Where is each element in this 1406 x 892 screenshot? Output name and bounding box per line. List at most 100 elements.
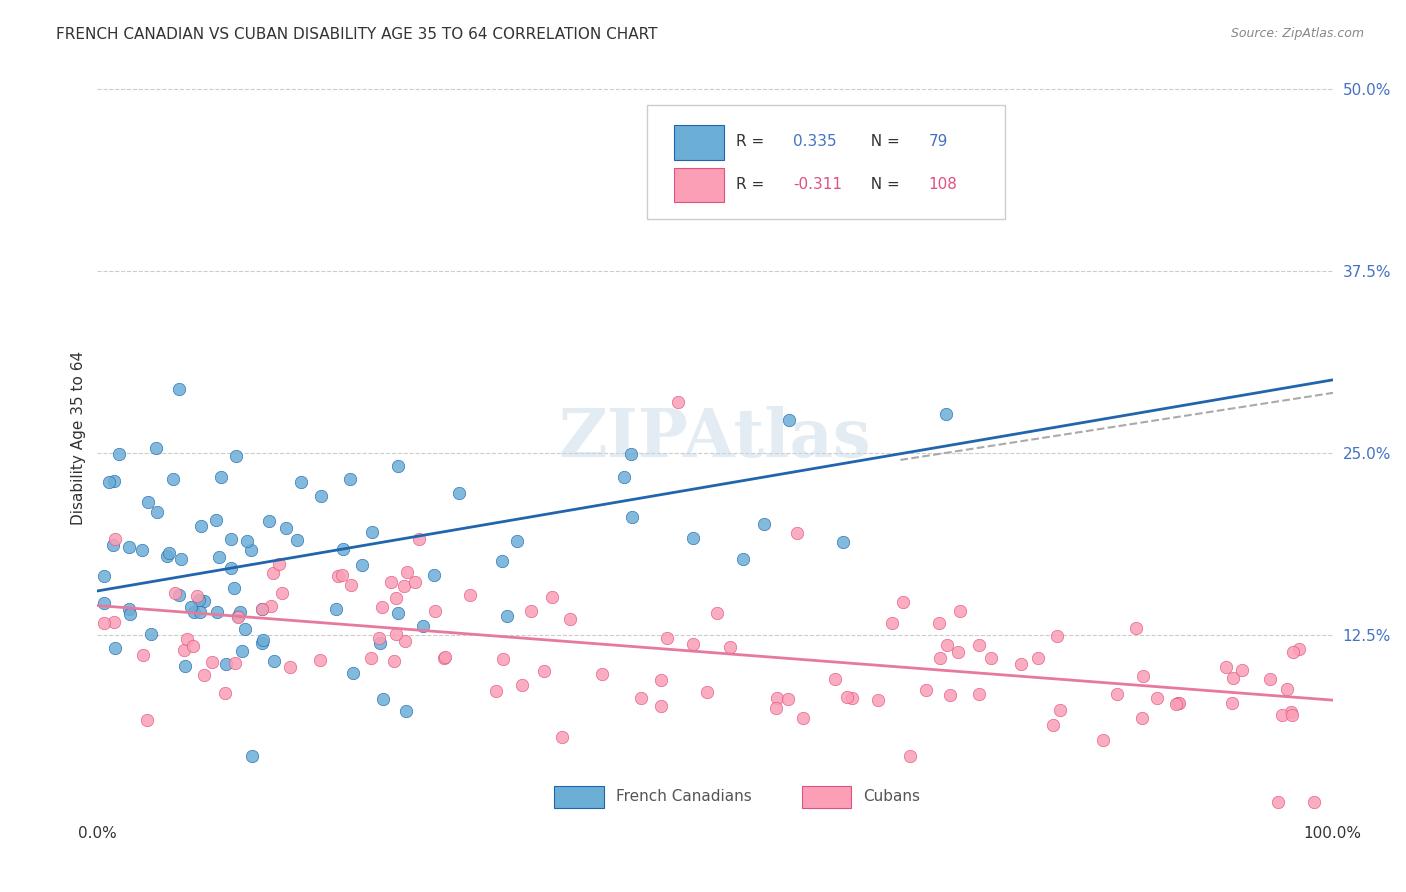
- Text: N =: N =: [860, 177, 904, 192]
- Point: [491, 652, 513, 666]
- FancyBboxPatch shape: [554, 787, 603, 807]
- Point: [384, 591, 406, 605]
- Point: [1010, 657, 1032, 672]
- Point: [650, 673, 672, 688]
- Point: [928, 615, 950, 630]
- Point: [208, 549, 231, 564]
- Point: [328, 568, 350, 582]
- Point: [136, 495, 159, 509]
- Point: [935, 407, 957, 421]
- Point: [1303, 795, 1326, 809]
- Point: [201, 656, 224, 670]
- Point: [1281, 645, 1303, 659]
- Point: [368, 631, 391, 645]
- Point: [342, 665, 364, 680]
- Point: [270, 586, 292, 600]
- Point: [180, 600, 202, 615]
- Point: [1288, 642, 1310, 657]
- Point: [205, 605, 228, 619]
- Point: [731, 552, 754, 566]
- Point: [98, 475, 121, 490]
- Point: [765, 701, 787, 715]
- Point: [395, 704, 418, 718]
- Point: [170, 552, 193, 566]
- Point: [103, 615, 125, 629]
- Text: 0.335: 0.335: [793, 134, 837, 149]
- Point: [204, 513, 226, 527]
- Point: [290, 475, 312, 489]
- Point: [778, 413, 800, 427]
- Point: [231, 644, 253, 658]
- Text: Source: ZipAtlas.com: Source: ZipAtlas.com: [1230, 27, 1364, 40]
- Point: [939, 688, 962, 702]
- Point: [145, 441, 167, 455]
- Point: [173, 658, 195, 673]
- Point: [831, 535, 853, 549]
- Point: [935, 638, 957, 652]
- Point: [132, 648, 155, 662]
- Point: [682, 531, 704, 545]
- Point: [967, 687, 990, 701]
- Point: [380, 574, 402, 589]
- Point: [259, 514, 281, 528]
- Point: [948, 644, 970, 658]
- Point: [222, 582, 245, 596]
- Point: [396, 565, 419, 579]
- Point: [373, 691, 395, 706]
- Point: [485, 683, 508, 698]
- Text: Cubans: Cubans: [863, 789, 921, 805]
- Point: [696, 684, 718, 698]
- Point: [187, 592, 209, 607]
- Point: [183, 605, 205, 619]
- Point: [252, 632, 274, 647]
- Point: [1130, 711, 1153, 725]
- Point: [408, 532, 430, 546]
- Point: [368, 636, 391, 650]
- Point: [93, 616, 115, 631]
- Point: [752, 517, 775, 532]
- Point: [169, 588, 191, 602]
- Point: [101, 538, 124, 552]
- Point: [620, 447, 643, 461]
- Text: FRENCH CANADIAN VS CUBAN DISABILITY AGE 35 TO 64 CORRELATION CHART: FRENCH CANADIAN VS CUBAN DISABILITY AGE …: [56, 27, 658, 42]
- Point: [371, 600, 394, 615]
- Point: [332, 568, 354, 582]
- Point: [103, 475, 125, 489]
- Point: [224, 657, 246, 671]
- Point: [650, 698, 672, 713]
- Point: [1042, 718, 1064, 732]
- Point: [1028, 651, 1050, 665]
- Point: [1132, 669, 1154, 683]
- Point: [117, 601, 139, 615]
- Text: -0.311: -0.311: [793, 177, 842, 192]
- Text: French Canadians: French Canadians: [616, 789, 752, 805]
- Point: [276, 521, 298, 535]
- Point: [967, 638, 990, 652]
- Point: [412, 619, 434, 633]
- Point: [308, 653, 330, 667]
- Point: [269, 557, 291, 571]
- Point: [193, 594, 215, 608]
- Point: [776, 692, 799, 706]
- Point: [449, 486, 471, 500]
- Point: [309, 489, 332, 503]
- Point: [228, 605, 250, 619]
- Point: [423, 604, 446, 618]
- Point: [260, 599, 283, 614]
- Point: [221, 561, 243, 575]
- Point: [146, 505, 169, 519]
- Point: [352, 558, 374, 573]
- Point: [104, 532, 127, 546]
- Point: [340, 578, 363, 592]
- Point: [108, 447, 131, 461]
- Point: [433, 650, 456, 665]
- Point: [1125, 621, 1147, 635]
- Point: [240, 748, 263, 763]
- Point: [1279, 705, 1302, 719]
- Point: [766, 690, 789, 705]
- Point: [236, 534, 259, 549]
- Point: [214, 657, 236, 671]
- FancyBboxPatch shape: [675, 168, 724, 202]
- Point: [786, 526, 808, 541]
- Point: [93, 596, 115, 610]
